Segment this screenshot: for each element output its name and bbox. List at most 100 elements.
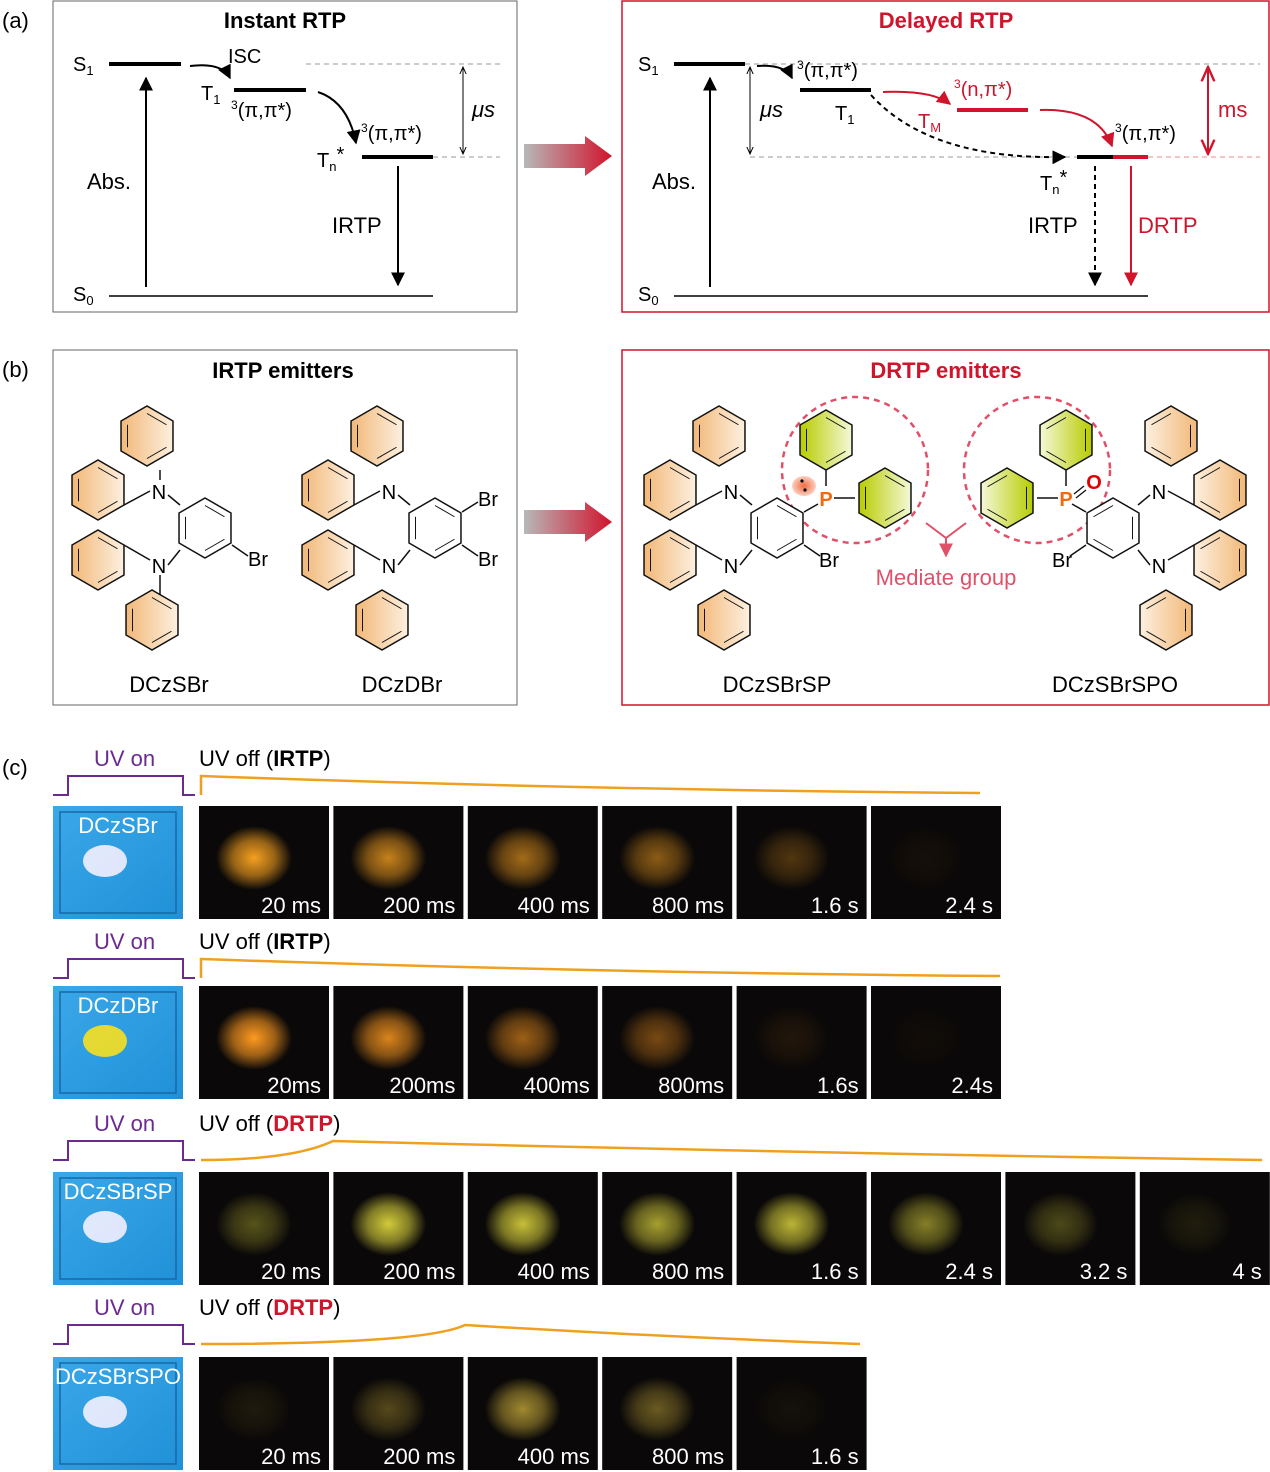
phosphorescence-glow (753, 1377, 830, 1441)
afterglow-frame: 2.4 s (871, 1172, 1001, 1285)
frame-time-label: 2.4 s (945, 893, 993, 918)
molecule-name-dczsbr: DCzSBr (129, 672, 208, 697)
uv-on-label: UV on (94, 746, 155, 771)
bond (167, 494, 181, 506)
phosphorescence-glow (484, 1377, 561, 1441)
nitrogen-atom: N (724, 556, 738, 578)
afterglow-frame: 3.2 s (1005, 1172, 1136, 1285)
phosphorescence-glow (350, 1006, 427, 1070)
tn-label: Tn* (317, 144, 344, 174)
afterglow-frame: 20 ms (199, 1172, 329, 1285)
phosphorescence-glow (216, 1192, 292, 1256)
carbazole-ring (301, 459, 355, 521)
sample-name: DCzSBr (78, 813, 157, 838)
phosphorescence-glow (753, 1006, 830, 1070)
frame-time-label: 20 ms (261, 1444, 321, 1469)
phosphorescence-glow (350, 1377, 427, 1441)
bond (803, 544, 821, 557)
afterglow-frame: 800 ms (602, 1357, 733, 1470)
isc-arrow (756, 63, 793, 80)
frame-time-label: 4 s (1232, 1259, 1261, 1284)
afterglow-frame: 1.6s (736, 986, 867, 1099)
carbazole-ring (643, 459, 697, 521)
s1-label: S1 (638, 54, 659, 78)
delayed-rtp-title: Delayed RTP (879, 8, 1014, 33)
benzene-ring (178, 497, 232, 559)
bond (1071, 503, 1087, 513)
transition-arrow-b (524, 502, 612, 542)
carbazole-ring (350, 405, 404, 467)
bond (1167, 490, 1195, 506)
frame-time-label: 400ms (524, 1073, 590, 1098)
bond (167, 549, 181, 566)
drtp-emitters-box (621, 349, 1270, 706)
phosphorescence-glow (888, 1006, 964, 1070)
t1-to-tm-arrow (882, 90, 952, 105)
afterglow-frame: 1.6 s (736, 1172, 867, 1285)
molecule-dczsbrspo-atoms: N N Br PO (1052, 472, 1166, 578)
t1-to-tn-dashed-arrow (870, 94, 1067, 165)
isc-arrow (189, 63, 231, 80)
frame-time-label: 1.6 s (811, 893, 859, 918)
uv-on-trace (53, 1324, 195, 1345)
carbazole-ring (692, 405, 746, 467)
afterglow-frame: 400ms (467, 986, 598, 1099)
frame-time-label: 400 ms (518, 1444, 590, 1469)
irtp-emitters-box (52, 349, 518, 706)
t1-state: 3(π,π*) (797, 58, 858, 82)
bromine-atom: Br (478, 489, 498, 511)
frame-time-label: 200ms (389, 1073, 455, 1098)
phosphorescence-glow (888, 1192, 964, 1256)
phosphorescence-glow (216, 1377, 292, 1441)
frame-time-label: 800 ms (652, 1444, 724, 1469)
afterglow-frame: 2.4 s (871, 806, 1001, 919)
nitrogen-atom: N (724, 482, 738, 504)
frame-time-label: 20 ms (261, 893, 321, 918)
carbazole-ring (1193, 459, 1247, 521)
bond (397, 494, 411, 506)
sample-row-dczsbrspo: UV on UV off (DRTP) DCzSBrSPO 20 ms 200 ms 40… (53, 1295, 867, 1470)
bond (231, 544, 249, 557)
bond (803, 503, 819, 513)
bond (397, 549, 411, 566)
afterglow-frame: 1.6 s (736, 1357, 867, 1470)
sample-name: DCzSBrSP (64, 1179, 173, 1204)
phosphorescence-glow (753, 826, 830, 890)
bromine-atom: Br (248, 549, 268, 571)
uv-on-label: UV on (94, 1295, 155, 1320)
afterglow-frame: 4 s (1139, 1172, 1270, 1285)
mediate-group-pointer (925, 522, 967, 556)
frame-time-label: 200 ms (383, 893, 455, 918)
panel-a-label: (a) (2, 8, 29, 33)
uv-on-photo: DCzDBr (53, 986, 183, 1099)
afterglow-frame: 800 ms (602, 806, 733, 919)
molecule-dczsbrspo-frame (980, 405, 1247, 651)
nitrogen-atom: N (152, 482, 166, 504)
uv-on-photo: DCzSBr (53, 806, 183, 919)
phosphorescence-glow (619, 1377, 696, 1441)
afterglow-frame: 400 ms (467, 1172, 598, 1285)
t1-label: T1 (201, 83, 220, 107)
phosphorescence-glow (619, 1192, 696, 1256)
tn-state: 3(π,π*) (361, 121, 422, 145)
bond (695, 544, 723, 561)
bromine-atom: Br (1052, 550, 1072, 572)
afterglow-frame: 20ms (199, 986, 329, 1099)
phosphorescence-glow (350, 826, 427, 890)
uv-on-trace (53, 958, 195, 979)
phenyl-ring (858, 467, 912, 529)
tm-label: TM (918, 111, 941, 135)
mediate-group-circle-left (780, 395, 930, 545)
t1-label: T1 (835, 103, 854, 127)
double-bond (1073, 485, 1085, 495)
carbazole-ring (1144, 405, 1198, 467)
isc-label: ISC (228, 46, 261, 68)
bromine-atom: Br (478, 549, 498, 571)
bond (461, 501, 479, 513)
phosphorescence-glow (619, 1006, 696, 1070)
carbazole-ring (301, 529, 355, 591)
uv-on-photo: DCzSBrSP (53, 1172, 183, 1285)
bond (353, 490, 381, 506)
instant-rtp-diagram: Instant RTP S1 S0 ISC T1 3(π,π*) 3(π,π*)… (52, 0, 518, 313)
uv-on-label: UV on (94, 929, 155, 954)
